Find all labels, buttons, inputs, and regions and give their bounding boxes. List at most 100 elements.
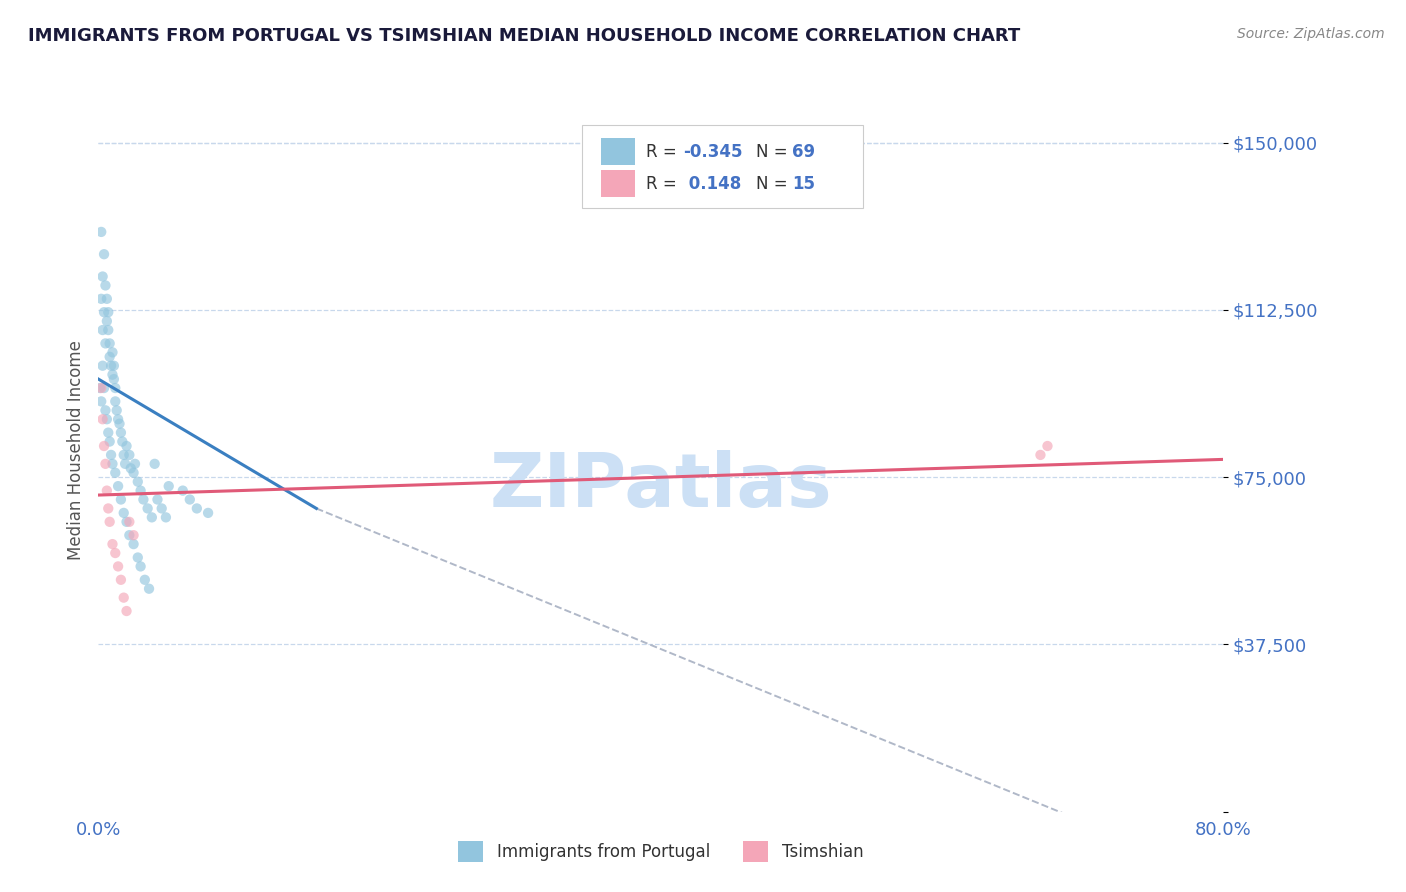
- Point: [93, 305, 115, 319]
- Point: [127, 475, 149, 489]
- Point: [107, 559, 129, 574]
- Point: [146, 492, 169, 507]
- Point: [150, 501, 173, 516]
- Text: 69: 69: [793, 143, 815, 161]
- Point: [91, 269, 114, 284]
- Point: [90, 381, 112, 395]
- Point: [112, 591, 135, 605]
- Text: N =: N =: [756, 143, 793, 161]
- Point: [141, 510, 163, 524]
- Text: -0.345: -0.345: [683, 143, 742, 161]
- Point: [136, 501, 159, 516]
- Point: [97, 425, 120, 440]
- Point: [90, 394, 112, 409]
- Point: [104, 394, 127, 409]
- Point: [120, 461, 142, 475]
- Point: [101, 345, 124, 359]
- FancyBboxPatch shape: [602, 169, 636, 197]
- Point: [122, 537, 145, 551]
- Point: [91, 412, 114, 426]
- Point: [104, 381, 127, 395]
- FancyBboxPatch shape: [602, 138, 636, 165]
- Point: [115, 604, 138, 618]
- Point: [104, 466, 127, 480]
- Point: [110, 425, 132, 440]
- Text: ZIPatlas: ZIPatlas: [489, 450, 832, 523]
- Point: [97, 501, 120, 516]
- Point: [91, 359, 114, 373]
- Point: [1036, 439, 1059, 453]
- Point: [98, 350, 121, 364]
- Point: [115, 439, 138, 453]
- Point: [91, 323, 114, 337]
- FancyBboxPatch shape: [582, 126, 863, 209]
- Point: [97, 305, 120, 319]
- Point: [101, 457, 124, 471]
- Point: [103, 372, 125, 386]
- Point: [100, 448, 122, 462]
- Point: [1029, 448, 1052, 462]
- Text: 15: 15: [793, 175, 815, 193]
- Text: 0.148: 0.148: [683, 175, 741, 193]
- Point: [197, 506, 219, 520]
- Text: N =: N =: [756, 175, 793, 193]
- Point: [104, 546, 127, 560]
- Text: IMMIGRANTS FROM PORTUGAL VS TSIMSHIAN MEDIAN HOUSEHOLD INCOME CORRELATION CHART: IMMIGRANTS FROM PORTUGAL VS TSIMSHIAN ME…: [28, 27, 1021, 45]
- Point: [94, 336, 117, 351]
- Point: [122, 466, 145, 480]
- Point: [100, 359, 122, 373]
- Point: [93, 439, 115, 453]
- Point: [127, 550, 149, 565]
- Point: [101, 537, 124, 551]
- Point: [112, 448, 135, 462]
- Point: [101, 368, 124, 382]
- Point: [129, 483, 152, 498]
- Point: [93, 247, 115, 261]
- Point: [110, 492, 132, 507]
- Point: [110, 573, 132, 587]
- Point: [111, 434, 134, 449]
- Point: [96, 314, 118, 328]
- Point: [157, 479, 180, 493]
- Point: [98, 434, 121, 449]
- Point: [107, 479, 129, 493]
- Point: [118, 515, 141, 529]
- Point: [94, 457, 117, 471]
- Legend: Immigrants from Portugal, Tsimshian: Immigrants from Portugal, Tsimshian: [451, 835, 870, 869]
- Point: [112, 506, 135, 520]
- Point: [89, 381, 111, 395]
- Point: [98, 336, 121, 351]
- Point: [96, 412, 118, 426]
- Point: [96, 483, 118, 498]
- Point: [103, 359, 125, 373]
- Point: [90, 292, 112, 306]
- Text: Source: ZipAtlas.com: Source: ZipAtlas.com: [1237, 27, 1385, 41]
- Point: [107, 412, 129, 426]
- Point: [143, 457, 166, 471]
- Point: [124, 457, 146, 471]
- Point: [172, 483, 194, 498]
- Point: [115, 515, 138, 529]
- Point: [90, 225, 112, 239]
- Point: [94, 278, 117, 293]
- Y-axis label: Median Household Income: Median Household Income: [66, 341, 84, 560]
- Text: R =: R =: [647, 143, 682, 161]
- Point: [132, 492, 155, 507]
- Point: [186, 501, 208, 516]
- Point: [93, 381, 115, 395]
- Point: [134, 573, 156, 587]
- Text: R =: R =: [647, 175, 682, 193]
- Point: [118, 448, 141, 462]
- Point: [98, 515, 121, 529]
- Point: [97, 323, 120, 337]
- Point: [96, 292, 118, 306]
- Point: [114, 457, 136, 471]
- Point: [138, 582, 160, 596]
- Point: [122, 528, 145, 542]
- Point: [94, 403, 117, 417]
- Point: [155, 510, 177, 524]
- Point: [108, 417, 131, 431]
- Point: [118, 528, 141, 542]
- Point: [129, 559, 152, 574]
- Point: [179, 492, 201, 507]
